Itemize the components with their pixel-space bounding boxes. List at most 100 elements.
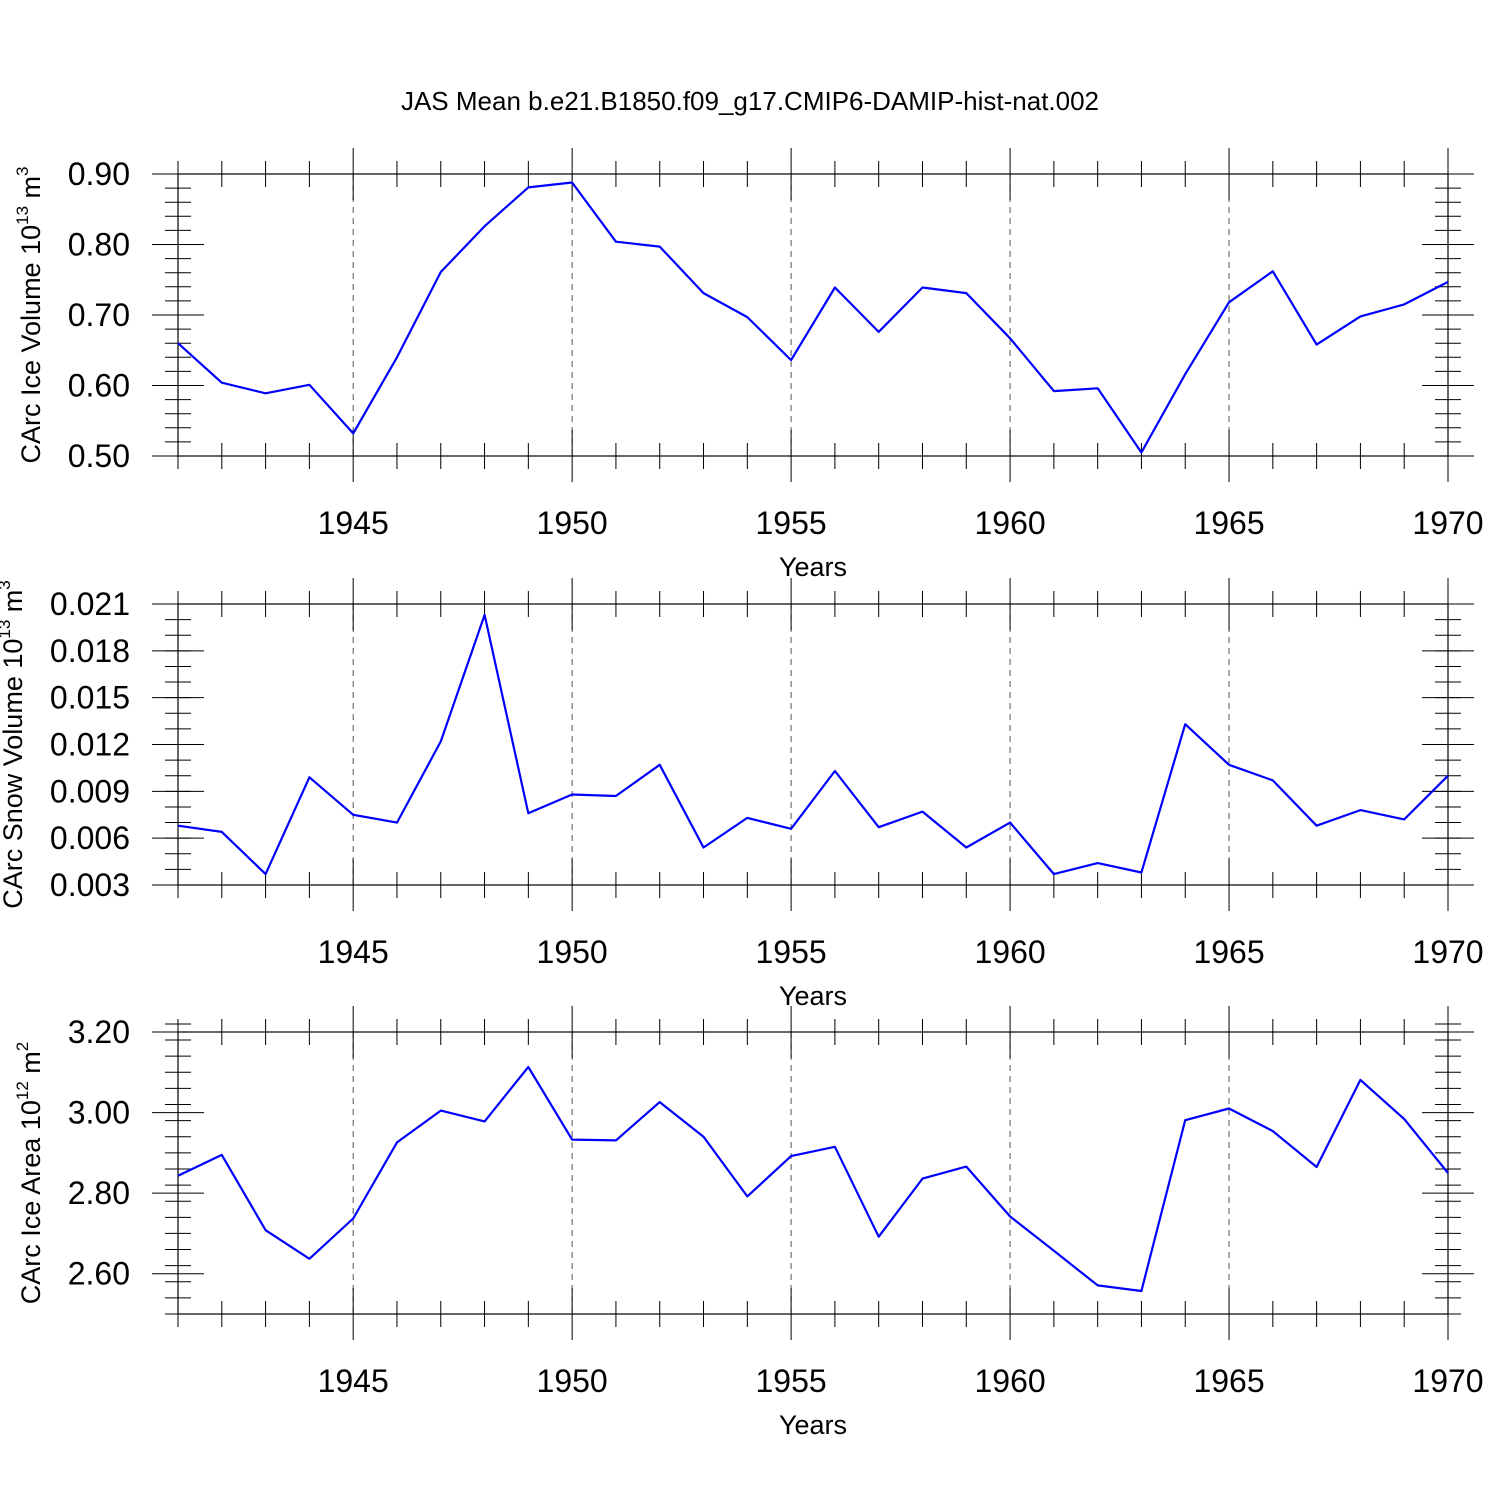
data-point (1096, 1283, 1100, 1287)
data-point (1139, 450, 1143, 454)
x-tick-label: 1955 (756, 505, 827, 541)
data-point (658, 763, 662, 767)
y-tick-label: 3.00 (68, 1095, 130, 1131)
data-point (833, 286, 837, 290)
data-point (176, 824, 180, 828)
x-tick-label: 1970 (1412, 505, 1483, 541)
data-point (351, 813, 355, 817)
x-axis-label: Years (779, 1410, 847, 1440)
data-point (877, 825, 881, 829)
data-point (614, 794, 618, 798)
panel-ice-area: 2.60 2.80 3.00 3.20 1945 1950 1955 1960 1965 1970… (13, 1006, 1484, 1440)
y-tick-label: 3.20 (68, 1014, 130, 1050)
data-point (1402, 302, 1406, 306)
data-point (1227, 300, 1231, 304)
data-point (789, 1154, 793, 1158)
data-point (920, 286, 924, 290)
chart-title: JAS Mean b.e21.B1850.f09_g17.CMIP6-DAMIP… (401, 86, 1099, 116)
data-point (964, 291, 968, 295)
data-point (1315, 1165, 1319, 1169)
data-point (702, 291, 706, 295)
plot-frame (177, 173, 1449, 457)
data-point (1358, 314, 1362, 318)
data-point (439, 1109, 443, 1113)
data-point (1052, 872, 1056, 876)
data-point (526, 811, 530, 815)
data-point (1446, 774, 1450, 778)
panel-snow-volume: 0.003 0.006 0.009 0.012 0.015 0.018 0.021 1945 1… (0, 578, 1484, 1011)
data-point (395, 355, 399, 359)
data-point (920, 810, 924, 814)
y-axis-label: CArc Ice Area 1012 m2 (13, 1042, 46, 1305)
data-point (833, 769, 837, 773)
data-point (439, 270, 443, 274)
data-point (1008, 336, 1012, 340)
x-tick-label: 1955 (756, 1363, 827, 1399)
series-line (177, 181, 1449, 454)
y-tick-label: 0.012 (50, 727, 130, 763)
y-axis-label: CArc Snow Volume 1013 m3 (0, 580, 28, 909)
data-point (1358, 1078, 1362, 1082)
y-tick-label: 0.70 (68, 297, 130, 333)
x-tick-label: 1965 (1193, 934, 1264, 970)
data-point (920, 1177, 924, 1181)
data-point (483, 224, 487, 228)
data-point (789, 358, 793, 362)
data-point (658, 1100, 662, 1104)
data-point (614, 1138, 618, 1142)
x-tick-label: 1960 (974, 934, 1045, 970)
data-point (1183, 1118, 1187, 1122)
data-point (1315, 824, 1319, 828)
data-point (745, 1194, 749, 1198)
data-point (1096, 861, 1100, 865)
data-point (1139, 871, 1143, 875)
data-point (220, 1153, 224, 1157)
data-point (307, 1257, 311, 1261)
x-tick-label: 1945 (318, 1363, 389, 1399)
data-point (658, 245, 662, 249)
x-tick-label: 1965 (1193, 1363, 1264, 1399)
y-tick-label: 0.60 (68, 368, 130, 404)
x-axis-label: Years (779, 981, 847, 1011)
data-point (964, 1165, 968, 1169)
data-point (220, 381, 224, 385)
x-tick-label: 1950 (537, 934, 608, 970)
data-point (614, 240, 618, 244)
y-tick-label: 0.009 (50, 773, 130, 809)
x-tick-label: 1945 (318, 505, 389, 541)
data-point (1446, 280, 1450, 284)
y-axis-label: CArc Ice Volume 1013 m3 (13, 166, 46, 463)
data-point (789, 827, 793, 831)
y-tick-label: 2.80 (68, 1175, 130, 1211)
plot-frame (177, 603, 1449, 886)
data-point (176, 1174, 180, 1178)
x-tick-label: 1955 (756, 934, 827, 970)
data-point (351, 431, 355, 435)
data-point (745, 816, 749, 820)
data-point (745, 315, 749, 319)
data-point (1096, 386, 1100, 390)
data-point (570, 792, 574, 796)
x-tick-label: 1945 (318, 934, 389, 970)
data-point (1052, 389, 1056, 393)
data-point (877, 1235, 881, 1239)
data-point (1183, 722, 1187, 726)
data-point (1008, 821, 1012, 825)
y-tick-label: 0.015 (50, 680, 130, 716)
data-point (1271, 269, 1275, 273)
x-axis-label: Years (779, 552, 847, 582)
x-tick-label: 1960 (974, 505, 1045, 541)
data-point (1008, 1215, 1012, 1219)
data-point (1139, 1289, 1143, 1293)
series-line (177, 1065, 1449, 1293)
x-tick-label: 1950 (537, 1363, 608, 1399)
data-point (1183, 372, 1187, 376)
y-tick-label: 0.50 (68, 438, 130, 474)
y-tick-label: 0.021 (50, 586, 130, 622)
data-point (1271, 778, 1275, 782)
data-point (526, 1065, 530, 1069)
data-point (702, 1135, 706, 1139)
data-point (1271, 1129, 1275, 1133)
x-tick-label: 1970 (1412, 1363, 1483, 1399)
